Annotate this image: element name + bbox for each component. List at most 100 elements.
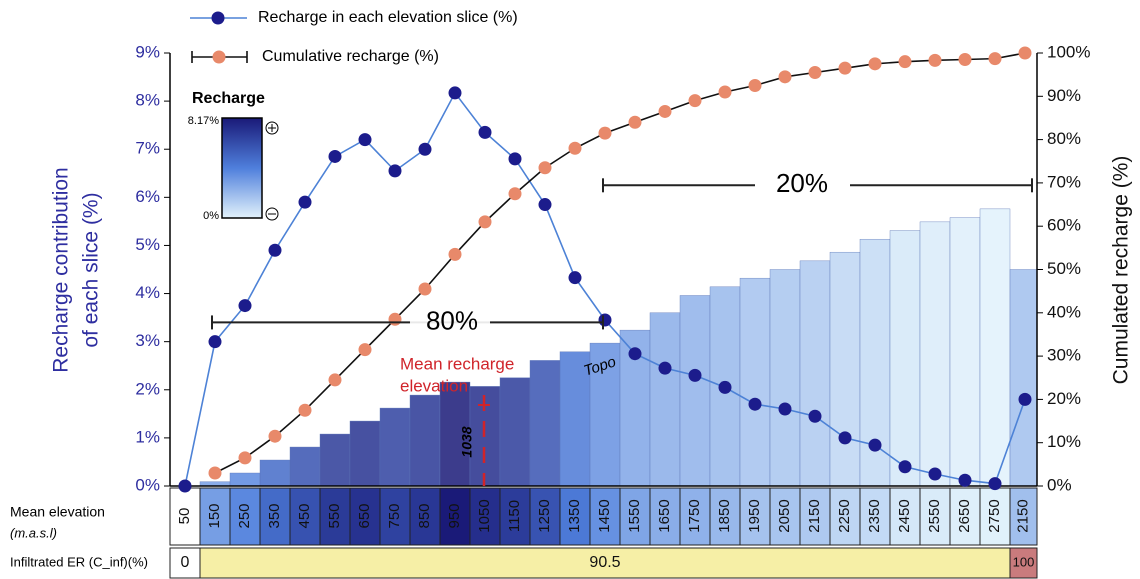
y2-tick-label: 90% <box>1047 86 1081 105</box>
topo-column <box>1009 269 1038 487</box>
topo-area <box>199 208 1038 487</box>
series-point <box>688 94 702 108</box>
series-point <box>508 187 522 201</box>
infiltration-label: 90.5 <box>589 554 620 571</box>
series-point <box>568 141 582 155</box>
row-label: Infiltrated ER (C_inf)(%) <box>10 554 148 569</box>
series-point <box>958 473 972 487</box>
series-point <box>718 380 732 394</box>
elevation-label: 1050 <box>476 499 493 532</box>
series-point <box>208 335 222 349</box>
elevation-cell <box>859 487 891 546</box>
y-tick-label: 3% <box>135 331 160 350</box>
topo-column <box>289 446 321 487</box>
topo-column <box>769 269 801 487</box>
series-point <box>358 133 372 147</box>
topo-column <box>259 459 291 487</box>
elevation-label: 650 <box>356 503 373 528</box>
topo-column <box>319 433 351 487</box>
topo-column <box>379 407 411 487</box>
series-point <box>388 164 402 178</box>
y2-tick-label: 10% <box>1047 432 1081 451</box>
topo-column <box>949 217 981 487</box>
series-point <box>1018 46 1032 60</box>
topo-column <box>979 208 1011 487</box>
series-point <box>628 347 642 361</box>
series-point <box>268 243 282 257</box>
y2-axis-title: Cumulated recharge (%) <box>1110 156 1133 385</box>
series-point <box>178 479 192 493</box>
series-point <box>448 247 462 261</box>
elevation-cell <box>949 487 981 546</box>
infiltration-label: 100 <box>1013 554 1035 569</box>
y-axis-title: of each slice (%) <box>80 192 103 347</box>
y-tick-label: 5% <box>135 235 160 254</box>
series-point <box>418 282 432 296</box>
elevation-label: 1950 <box>746 499 763 532</box>
series-point <box>658 361 672 375</box>
elevation-label: 2050 <box>776 499 793 532</box>
elevation-label: 2550 <box>926 499 943 532</box>
elevation-label: 2150 <box>1014 499 1031 532</box>
elevation-label: 1750 <box>686 499 703 532</box>
label-bg <box>410 307 490 338</box>
elevation-label: 450 <box>296 503 313 528</box>
series-point <box>748 78 762 92</box>
series-point <box>928 53 942 67</box>
elevation-label: 2350 <box>866 499 883 532</box>
series-point <box>298 195 312 209</box>
colorbar-min: 0% <box>203 210 219 222</box>
y-tick-label: 9% <box>135 42 160 61</box>
series-point <box>418 142 432 156</box>
series-point <box>478 215 492 229</box>
series-point <box>328 373 342 387</box>
colorbar-title: Recharge <box>192 90 265 107</box>
series-point <box>658 104 672 118</box>
series-point <box>238 299 252 313</box>
elevation-cell <box>919 487 951 546</box>
series-point <box>838 61 852 75</box>
series-point <box>778 402 792 416</box>
elevation-cell <box>679 487 711 546</box>
series-point <box>868 438 882 452</box>
elevation-cell <box>1009 487 1038 546</box>
y-tick-label: 7% <box>135 139 160 158</box>
infiltration-cell <box>1009 547 1038 579</box>
share-label: 80% <box>426 305 478 335</box>
elevation-label: 1550 <box>626 499 643 532</box>
y2-tick-label: 30% <box>1047 346 1081 365</box>
y2-tick-label: 100% <box>1047 42 1090 61</box>
series-point <box>838 431 852 445</box>
elevation-label: 250 <box>236 503 253 528</box>
infiltration-label: 0 <box>181 554 190 571</box>
topo-column <box>799 260 831 487</box>
elevation-cell <box>229 487 261 546</box>
topo-column <box>739 277 771 487</box>
series-point <box>298 403 312 417</box>
plus-icon <box>268 124 276 132</box>
series-point <box>958 52 972 66</box>
elevation-cell <box>469 487 501 546</box>
elevation-cell <box>739 487 771 546</box>
series-point <box>868 57 882 71</box>
topo-column <box>499 377 531 487</box>
series-point <box>508 152 522 166</box>
elevation-cell <box>169 487 201 546</box>
series <box>178 46 1032 493</box>
elevation-label: 1650 <box>656 499 673 532</box>
y2-tick-label: 0% <box>1047 475 1072 494</box>
topo-column <box>829 251 861 487</box>
series-point <box>898 55 912 69</box>
series-point <box>478 125 492 139</box>
colorbar <box>221 117 263 219</box>
y2-tick-label: 40% <box>1047 302 1081 321</box>
series-point <box>808 409 822 423</box>
series-point <box>1018 392 1032 406</box>
y2-tick-label: 80% <box>1047 129 1081 148</box>
elevation-label: 550 <box>326 503 343 528</box>
legend-marker <box>212 50 226 64</box>
series-point <box>358 343 372 357</box>
elevation-cell <box>379 487 411 546</box>
elevation-label: 1350 <box>566 499 583 532</box>
